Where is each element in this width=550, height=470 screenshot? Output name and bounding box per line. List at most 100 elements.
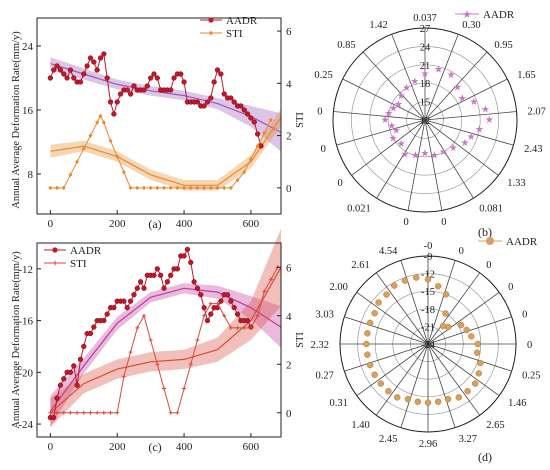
- aadr-sphere-point: [444, 323, 452, 331]
- x-tick-label: 200: [109, 218, 126, 230]
- aadr-point: [127, 91, 134, 97]
- polar-spoke: [375, 272, 429, 345]
- legend-label-sti: STI: [226, 28, 243, 40]
- aadr-point: [151, 272, 157, 278]
- aadr-star-point: ★: [381, 115, 390, 126]
- aadr-star-point: ★: [392, 125, 401, 136]
- spoke-label: 2.65: [486, 420, 504, 431]
- aadr-point: [231, 99, 237, 105]
- sti-point: [268, 117, 273, 123]
- sti-point: [81, 146, 86, 151]
- x-tick-label: 600: [243, 441, 260, 453]
- polar-spoke: [424, 119, 514, 146]
- y2-tick-label: 0: [286, 183, 292, 195]
- aadr-sphere-point: [364, 330, 371, 337]
- aadr-point: [228, 95, 234, 101]
- sti-point: [61, 410, 66, 415]
- spoke-label: -0: [424, 241, 433, 252]
- sti-point: [75, 159, 80, 164]
- spoke-label: 0: [338, 178, 343, 189]
- aadr-point: [77, 356, 84, 363]
- aadr-sphere-point: [424, 276, 432, 283]
- aadr-star-point: ★: [470, 97, 479, 108]
- sti-point: [168, 185, 173, 191]
- sti-point: [48, 185, 53, 191]
- aadr-sphere-point: [475, 370, 483, 377]
- left-y-axis-label-top: Annual Average Deformation Rate(mm/y): [11, 31, 22, 209]
- sti-point: [135, 185, 140, 191]
- aadr-point: [161, 285, 167, 291]
- polar-spoke: [424, 111, 517, 121]
- sti-point: [141, 313, 146, 318]
- sti-point: [81, 410, 86, 415]
- legend-marker: ★: [462, 9, 472, 21]
- aadr-star-point: ★: [430, 151, 439, 162]
- aadr-point: [251, 119, 257, 125]
- polar-spoke: [427, 260, 456, 345]
- aadr-point: [71, 363, 77, 369]
- aadr-point: [117, 91, 124, 97]
- aadr-star-point: ★: [394, 100, 403, 111]
- polar-spoke: [356, 291, 429, 345]
- sti-point: [68, 172, 73, 177]
- aadr-star-point: ★: [449, 143, 458, 154]
- spoke-label: 2.32: [311, 340, 329, 351]
- aadr-sphere-point: [364, 351, 371, 358]
- sti-point: [61, 185, 66, 191]
- aadr-point: [131, 83, 137, 89]
- sti-point: [235, 325, 240, 330]
- legend-marker-aadr: [208, 17, 214, 23]
- aadr-point: [124, 305, 130, 311]
- aadr-sphere-point: [473, 349, 481, 356]
- aadr-star-point: ★: [401, 150, 410, 161]
- aadr-sphere-point: [444, 395, 452, 403]
- legend-label-sti: STI: [70, 258, 87, 270]
- sti-point: [222, 185, 227, 191]
- confidence-band-1: [50, 283, 282, 427]
- radial-tick-label: 15: [420, 98, 431, 109]
- aadr-point: [54, 63, 60, 69]
- aadr-sphere-point: [434, 282, 442, 290]
- sti-point: [255, 313, 260, 318]
- polar-spoke: [427, 343, 481, 416]
- x-tick-label: 200: [109, 441, 126, 453]
- panel-label: (a): [148, 217, 161, 231]
- polar-spoke: [351, 119, 426, 176]
- aadr-star-point: ★: [411, 151, 420, 162]
- y2-tick-label: 0: [286, 408, 292, 420]
- sti-point: [262, 130, 267, 136]
- sti-point: [202, 185, 207, 191]
- sti-point: [208, 301, 213, 306]
- sti-point: [95, 120, 100, 125]
- aadr-sphere-point: [363, 340, 370, 348]
- aadr-point: [67, 369, 74, 375]
- y-tick-label: -24: [18, 419, 33, 431]
- polar-spoke: [400, 343, 429, 428]
- aadr-star-point: ★: [389, 133, 398, 144]
- sti-point: [108, 410, 113, 415]
- y2-tick-label: 2: [286, 359, 292, 371]
- sti-point: [88, 133, 93, 138]
- spoke-label: 0: [527, 340, 532, 351]
- sti-point: [222, 313, 227, 318]
- aadr-sphere-point: [366, 319, 374, 327]
- polar-spoke: [427, 316, 512, 345]
- aadr-point: [248, 115, 254, 121]
- aadr-point: [208, 95, 214, 101]
- aadr-point: [91, 324, 97, 330]
- sti-point: [128, 185, 133, 191]
- aadr-star-point: ★: [387, 121, 396, 132]
- aadr-sphere-point: [464, 387, 471, 395]
- right-y-axis-label-top: STI: [295, 112, 306, 128]
- aadr-sphere-point: [383, 291, 390, 298]
- aadr-sphere-point: [393, 394, 401, 401]
- legend-label: AADR: [506, 236, 538, 248]
- y2-tick-label: 6: [286, 26, 292, 38]
- aadr-point: [67, 67, 74, 73]
- sti-point: [195, 185, 200, 191]
- aadr-point: [81, 71, 87, 77]
- aadr-point: [228, 298, 234, 304]
- aadr-star-point: ★: [402, 83, 411, 94]
- aadr-point: [244, 317, 251, 324]
